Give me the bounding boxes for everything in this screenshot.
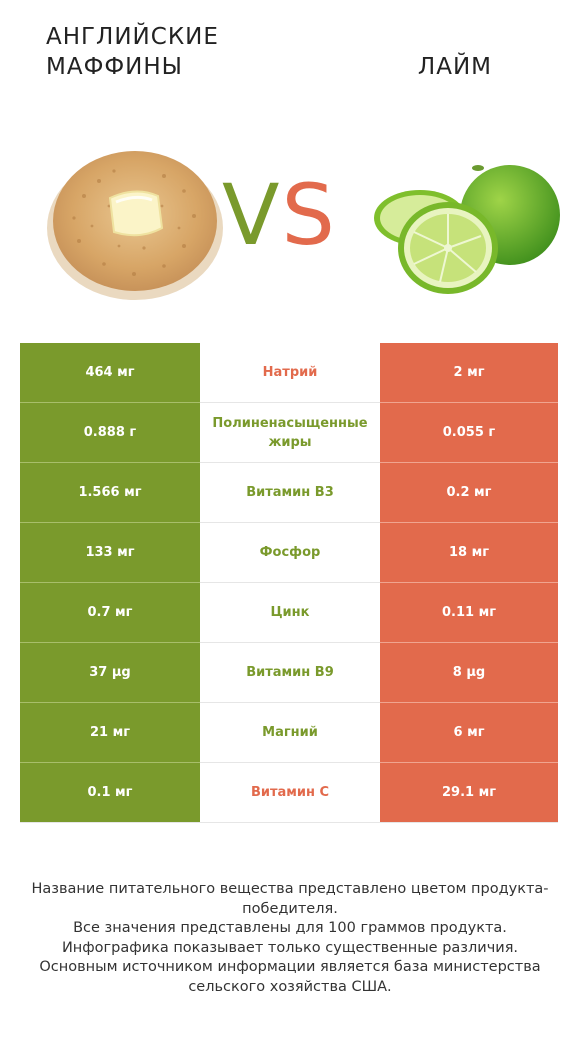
right-product-title: Лайм — [417, 54, 492, 80]
lime-image — [374, 165, 560, 294]
right-value: 8 µg — [380, 642, 558, 703]
table-row: 0.1 мг Витамин C 29.1 мг — [20, 762, 558, 823]
nutrient-name: Фосфор — [200, 522, 380, 583]
right-value: 18 мг — [380, 522, 558, 583]
nutrient-name: Витамин B9 — [200, 642, 380, 703]
footer-line: Основным источником информации является … — [39, 959, 541, 995]
right-value: 0.2 мг — [380, 462, 558, 523]
table-row: 0.888 г Полиненасыщенные жиры 0.055 г — [20, 402, 558, 463]
nutrient-name: Витамин C — [200, 762, 380, 823]
nutrient-name: Натрий — [200, 343, 380, 403]
table-row: 37 µg Витамин B9 8 µg — [20, 642, 558, 703]
right-value: 0.055 г — [380, 402, 558, 463]
table-row: 133 мг Фосфор 18 мг — [20, 522, 558, 583]
right-value: 0.11 мг — [380, 582, 558, 643]
left-value: 133 мг — [20, 522, 200, 583]
left-value: 0.7 мг — [20, 582, 200, 643]
footer-line: Все значения представлены для 100 граммо… — [73, 920, 507, 936]
nutrient-name: Магний — [200, 702, 380, 763]
left-value: 464 мг — [20, 343, 200, 403]
right-value: 6 мг — [380, 702, 558, 763]
nutrient-name: Полиненасыщенные жиры — [200, 402, 380, 463]
footer-notes: Название питательного вещества представл… — [20, 880, 560, 997]
right-value: 29.1 мг — [380, 762, 558, 823]
vs-s: S — [281, 166, 337, 264]
table-row: 21 мг Магний 6 мг — [20, 702, 558, 763]
left-value: 0.1 мг — [20, 762, 200, 823]
nutrient-name: Цинк — [200, 582, 380, 643]
footer-line: Название питательного вещества представл… — [31, 881, 549, 917]
english-muffin-image — [47, 151, 223, 300]
nutrient-name: Витамин B3 — [200, 462, 380, 523]
vs-v: V — [222, 166, 282, 264]
left-value: 0.888 г — [20, 402, 200, 463]
table-row: 464 мг Натрий 2 мг — [20, 343, 558, 403]
table-row: 0.7 мг Цинк 0.11 мг — [20, 582, 558, 643]
left-value: 21 мг — [20, 702, 200, 763]
left-product-title: Английские маффины — [46, 24, 219, 80]
left-value: 1.566 мг — [20, 462, 200, 523]
footer-line: Инфографика показывает только существенн… — [61, 939, 519, 956]
table-row: 1.566 мг Витамин B3 0.2 мг — [20, 462, 558, 523]
right-value: 2 мг — [380, 343, 558, 403]
left-value: 37 µg — [20, 642, 200, 703]
comparison-table: 464 мг Натрий 2 мг 0.888 г Полиненасыщенные … — [20, 343, 558, 823]
vs-label: VS — [222, 160, 337, 270]
